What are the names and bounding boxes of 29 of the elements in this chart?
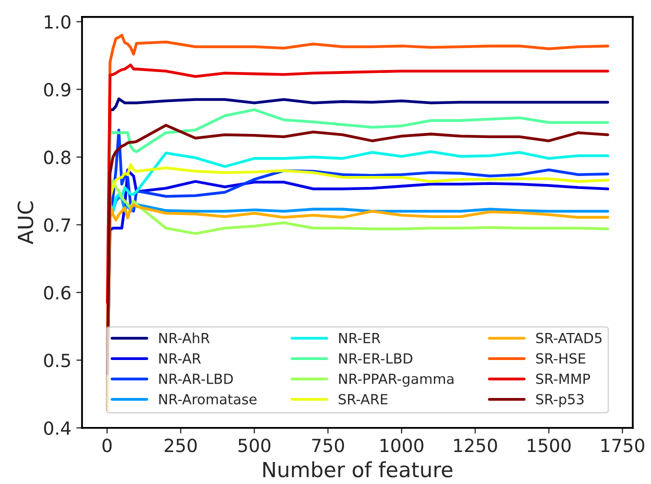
legend-label: NR-AhR	[159, 332, 210, 344]
legend-label: NR-ER	[339, 332, 380, 344]
legend-label: SR-ATAD5	[536, 332, 602, 344]
y-tick-label: 0.9	[44, 82, 70, 96]
legend-label: NR-PPAR-gamma	[339, 374, 454, 387]
y-tick-label: 0.5	[44, 354, 70, 368]
y-tick-label: 1.0	[44, 15, 70, 29]
legend-label: NR-AR	[159, 353, 201, 364]
y-tick-label: 0.7	[44, 218, 70, 232]
x-tick-label: 1250	[454, 438, 497, 452]
x-axis-title: Number of feature	[263, 461, 452, 478]
legend-label: SR-MMP	[536, 374, 590, 384]
y-tick-label: 0.8	[44, 150, 70, 164]
legend-label: NR-ER-LBD	[339, 353, 412, 364]
legend-label: SR-HSE	[536, 353, 586, 364]
x-tick-label: 500	[238, 438, 270, 452]
x-tick-label: 1500	[528, 438, 571, 452]
x-tick-label: 1750	[601, 438, 644, 452]
y-tick-label: 0.4	[44, 421, 71, 435]
legend-label: SR-p53	[536, 394, 584, 408]
x-tick-label: 1000	[380, 438, 424, 452]
x-tick-label: 750	[312, 438, 344, 452]
x-tick-label: 0	[102, 438, 112, 452]
y-axis-title: AUC	[18, 202, 34, 244]
legend-label: NR-Aromatase	[159, 394, 257, 404]
legend-label: SR-ARE	[338, 394, 388, 404]
y-tick-label: 0.6	[44, 286, 70, 300]
x-tick-label: 250	[164, 438, 197, 452]
legend-label: NR-AR-LBD	[159, 374, 233, 384]
